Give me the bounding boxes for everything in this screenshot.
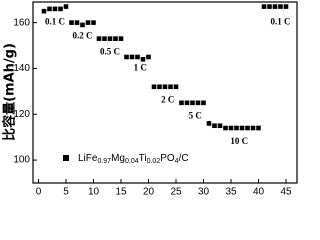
data-point xyxy=(146,54,151,60)
x-tick-label: 5 xyxy=(63,187,69,198)
data-point xyxy=(168,84,173,90)
x-tick-label: 35 xyxy=(225,187,237,198)
data-point xyxy=(201,100,206,106)
data-point xyxy=(223,125,228,131)
y-tick-label: 120 xyxy=(13,109,30,120)
y-tick-label: 140 xyxy=(13,63,30,74)
x-tick-label: 30 xyxy=(198,187,210,198)
data-point xyxy=(47,6,52,12)
legend-label: LiFe0.97Mg0.04Ti0.02PO4/C xyxy=(78,153,189,166)
data-point xyxy=(140,56,146,62)
x-tick-label: 20 xyxy=(143,187,155,198)
chart: 比容量(mAh/g) 100 120 140 160 0 5 10 15 20 25 30 35 40 4… xyxy=(2,1,298,198)
y-tick-label: 100 xyxy=(13,155,30,166)
y-axis-label: 比容量(mAh/g) xyxy=(2,43,18,141)
annotation: 10 C xyxy=(230,136,248,146)
data-point xyxy=(74,20,80,25)
data-point xyxy=(179,100,184,106)
data-point xyxy=(206,121,212,126)
plot-frame xyxy=(32,1,298,184)
x-tick-label: 25 xyxy=(170,187,182,198)
data-point xyxy=(135,54,140,60)
annotation: 0.1 C xyxy=(45,17,65,27)
data-point xyxy=(195,100,201,106)
data-point xyxy=(217,123,223,129)
data-point xyxy=(151,84,157,90)
data-point xyxy=(124,54,129,60)
data-point xyxy=(113,36,118,41)
data-point xyxy=(272,4,278,9)
annotation: 0.1 C xyxy=(271,17,291,27)
x-tick-label: 0 xyxy=(36,187,42,198)
x-tick-label: 45 xyxy=(280,187,292,198)
data-point xyxy=(261,4,267,9)
annotation: 1 C xyxy=(134,63,147,73)
data-point xyxy=(234,125,239,131)
data-point xyxy=(212,123,217,129)
data-point xyxy=(190,100,195,106)
data-point xyxy=(41,8,47,14)
data-point xyxy=(129,54,135,60)
data-point xyxy=(239,125,245,131)
legend-marker xyxy=(63,155,69,161)
data-point xyxy=(283,4,289,9)
data-point xyxy=(228,125,234,131)
x-tick-label: 15 xyxy=(115,187,127,198)
data-point xyxy=(267,4,272,9)
data-point xyxy=(69,20,74,25)
data-point xyxy=(162,84,168,90)
x-tick-label: 10 xyxy=(88,187,100,198)
annotation: 0.2 C xyxy=(73,30,93,40)
data-point xyxy=(118,36,124,41)
data-point xyxy=(157,84,162,90)
x-tick-label: 40 xyxy=(253,187,265,198)
data-point xyxy=(52,6,58,12)
data-point xyxy=(85,20,91,25)
annotation: 0.5 C xyxy=(100,46,120,56)
y-tick-label: 160 xyxy=(13,17,30,28)
data-point xyxy=(80,22,85,28)
annotation: 2 C xyxy=(161,95,174,105)
data-point xyxy=(96,36,102,41)
data-point xyxy=(63,4,69,9)
data-point xyxy=(102,36,107,41)
data-point xyxy=(245,125,250,131)
data-point xyxy=(58,6,63,12)
data-point xyxy=(250,125,256,131)
data-point xyxy=(91,20,96,25)
data-point xyxy=(107,36,113,41)
data-point xyxy=(256,125,261,131)
data-point xyxy=(184,100,190,106)
data-point xyxy=(173,84,179,90)
data-point xyxy=(278,4,283,9)
annotation: 5 C xyxy=(189,111,202,121)
